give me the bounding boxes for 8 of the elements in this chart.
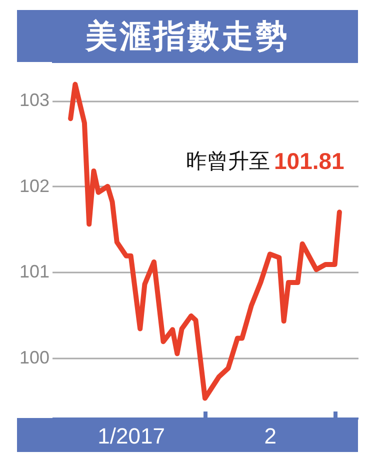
x-tick-label: 2	[264, 424, 277, 448]
y-tick-label: 103	[19, 90, 50, 110]
y-tick-label: 100	[19, 347, 50, 368]
x-tick-label: 1/2017	[98, 424, 165, 448]
chart-title: 美滙指數走勢	[17, 10, 358, 62]
y-tick-label: 102	[19, 176, 50, 196]
annotation: 昨曾升至 101.81	[186, 148, 345, 174]
y-tick-label: 101	[19, 262, 50, 282]
